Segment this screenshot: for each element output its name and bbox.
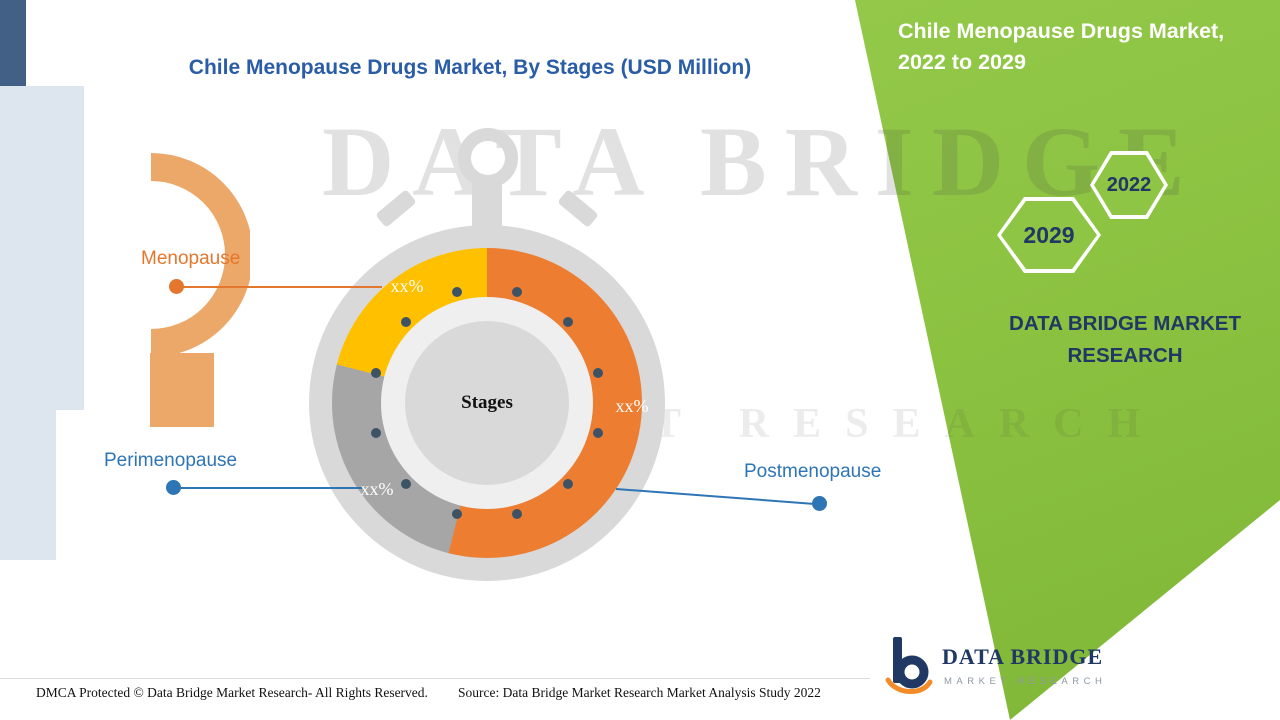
- tick-dot: [511, 286, 522, 297]
- tick-dot: [563, 479, 574, 490]
- brand-text: DATA BRIDGE MARKET RESEARCH: [1009, 312, 1241, 367]
- footer-divider: [0, 678, 870, 679]
- perimenopause-marker-dot: [166, 480, 181, 495]
- tick-dot: [400, 316, 411, 327]
- tick-dot: [452, 509, 463, 520]
- tick-dot: [563, 316, 574, 327]
- tick-dot: [370, 368, 381, 379]
- hexagon-2029-label: 2029: [1023, 221, 1075, 248]
- menopause-marker-dot: [169, 279, 184, 294]
- menopause-leader-line: [177, 286, 382, 288]
- label-postmenopause: Postmenopause: [744, 461, 882, 482]
- tick-dot: [370, 427, 381, 438]
- stopwatch-crown-ring-icon: [458, 128, 518, 188]
- dmca-notice: DMCA Protected © Data Bridge Market Rese…: [36, 685, 428, 700]
- logo-wordmark: DATA BRIDGE: [942, 644, 1104, 669]
- tick-dot: [511, 509, 522, 520]
- menopause-segment-value: xx%: [390, 276, 424, 296]
- chart-title: Chile Menopause Drugs Market, By Stages …: [188, 56, 752, 79]
- data-bridge-logo: DATA BRIDGE MARKET RESEARCH: [884, 634, 1124, 706]
- perimenopause-segment-value: xx%: [360, 479, 394, 499]
- tick-dot: [452, 286, 463, 297]
- postmenopause-segment-value: xx%: [615, 396, 649, 416]
- label-menopause: Menopause: [141, 248, 241, 269]
- donut-center-label: Stages: [461, 392, 513, 413]
- data-bridge-logo-icon: [885, 637, 933, 694]
- logo-tagline: MARKET RESEARCH: [944, 676, 1107, 687]
- left-decor-logo-shapes: [0, 0, 250, 560]
- tick-dot: [593, 427, 604, 438]
- hexagon-2022-label: 2022: [1106, 173, 1152, 196]
- stopwatch-crown-stem: [472, 182, 502, 230]
- source-note: Source: Data Bridge Market Research Mark…: [458, 685, 821, 700]
- donut-center: Stages: [405, 321, 569, 485]
- label-perimenopause: Perimenopause: [104, 450, 238, 471]
- tick-dot: [593, 368, 604, 379]
- tick-dot: [400, 479, 411, 490]
- perimenopause-leader-line: [174, 487, 362, 489]
- side-panel-title: Chile Menopause Drugs Market, 2022 to 20…: [898, 19, 1225, 75]
